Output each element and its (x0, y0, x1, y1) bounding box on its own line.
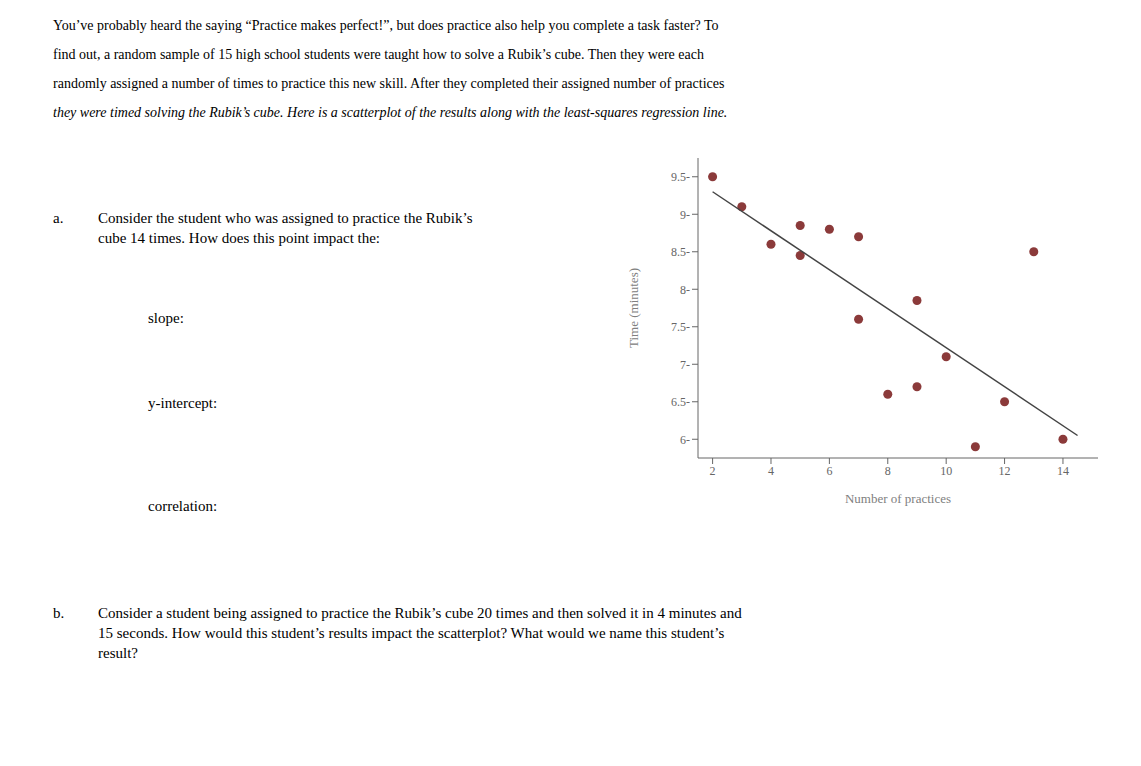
svg-text:8.5-: 8.5- (671, 245, 690, 259)
html-text:Consider a student being assig: Consider a student being assigned to pra… (98, 605, 742, 661)
svg-text:Number of practices: Number of practices (845, 491, 951, 506)
html-text:a.: a. (53, 210, 64, 226)
svg-text:7.5-: 7.5- (671, 320, 690, 334)
svg-text:8-: 8- (680, 283, 690, 297)
svg-text:10: 10 (940, 464, 952, 478)
svg-text:6.5-: 6.5- (671, 395, 690, 409)
html-text:Consider the student who was a: Consider the student who was assigned to… (98, 210, 473, 246)
html-text:randomly assigned a number of: randomly assigned a number of times to p… (53, 76, 725, 91)
html-text:b.: b. (53, 605, 65, 621)
svg-text:Time (minutes): Time (minutes) (626, 268, 641, 348)
html-text:correlation:: correlation: (148, 498, 218, 514)
html-text:y-intercept:: y-intercept: (148, 395, 218, 411)
svg-text:14: 14 (1057, 464, 1069, 478)
svg-text:6-: 6- (680, 433, 690, 447)
svg-text:4: 4 (768, 464, 774, 478)
html-text:You’ve probably heard the sayi: You’ve probably heard the saying “Practi… (53, 18, 719, 33)
svg-text:9-: 9- (680, 208, 690, 222)
svg-text:12: 12 (999, 464, 1011, 478)
html-text:they were timed solving the Ru: they were timed solving the Rubik’s cube… (53, 105, 728, 120)
html-text:find out, a random sample of 1: find out, a random sample of 15 high sch… (53, 47, 704, 62)
svg-text:8: 8 (885, 464, 891, 478)
svg-text:7-: 7- (680, 358, 690, 372)
svg-text:9.5-: 9.5- (671, 170, 690, 184)
svg-text:6: 6 (826, 464, 832, 478)
svg-text:2: 2 (710, 464, 716, 478)
html-text:slope:: slope: (148, 310, 184, 326)
